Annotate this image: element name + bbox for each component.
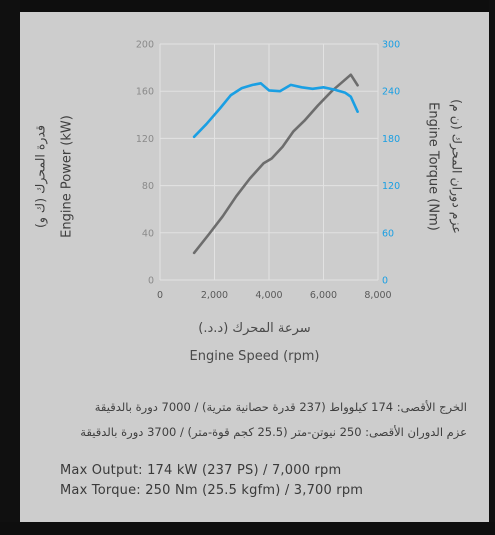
chart-series [192,73,359,255]
bottom-frame [0,522,495,535]
y-left-tick-label: 80 [142,181,154,192]
max-output-en: Max Output: 174 kW (237 PS) / 7,000 rpm [60,463,342,478]
max-output-ar: الخرج الأقصى: 174 كيلوواط (237 قدرة حصان… [94,400,467,414]
x-ticks: 0 2,000 4,000 6,000 8,000 [157,290,392,301]
y-right-ticks: 0 60 120 180 240 300 [382,40,400,287]
y-left-tick-label: 40 [142,228,154,239]
max-torque-ar: عزم الدوران الأقصى: 250 نيوتن-متر (25.5 … [80,425,467,439]
y-right-tick-label: 300 [382,40,400,51]
x-tick-label: 8,000 [364,290,391,301]
y-right-tick-label: 0 [382,276,388,287]
x-tick-label: 2,000 [201,290,228,301]
power-line [192,73,359,255]
engine-chart: 0 40 80 120 160 200 0 60 120 180 240 300 0 2,000 4,0… [136,40,400,302]
y-left-tick-label: 0 [148,276,154,287]
x-tick-label: 4,000 [255,290,282,301]
y-left-ticks: 0 40 80 120 160 200 [136,40,154,287]
y-left-tick-label: 200 [136,40,154,51]
top-frame [0,0,495,12]
torque-line [192,82,359,139]
left-frame [0,0,20,535]
x-tick-label: 0 [157,290,163,301]
y-right-tick-label: 180 [382,134,400,145]
y-right-tick-label: 240 [382,87,400,98]
y-right-tick-label: 60 [382,228,394,239]
x-tick-label: 6,000 [310,290,337,301]
y-left-tick-label: 160 [136,87,154,98]
x-title-en: Engine Speed (rpm) [189,349,320,364]
right-frame [489,0,495,535]
y-left-tick-label: 120 [136,134,154,145]
x-title-ar: سرعة المحرك (د.د.) [198,321,311,336]
spec-panel: قدرة المحرك (ك و) Engine Power (kW) Engi… [20,12,489,522]
max-torque-en: Max Torque: 250 Nm (25.5 kgfm) / 3,700 r… [60,483,364,498]
y-right-tick-label: 120 [382,181,400,192]
